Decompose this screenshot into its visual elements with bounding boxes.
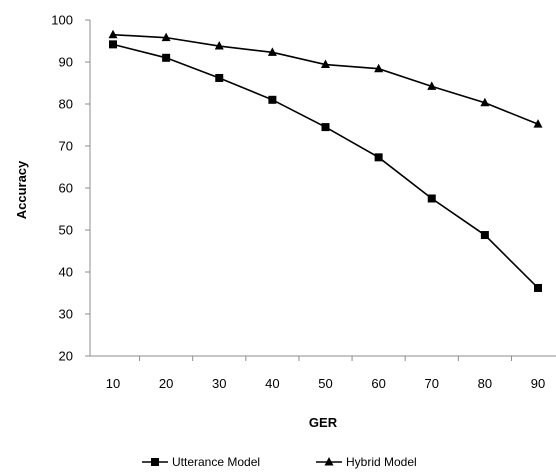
series-line <box>112 33 539 125</box>
x-tick-label: 50 <box>318 376 332 391</box>
data-point-triangle <box>321 59 330 69</box>
data-point-triangle <box>267 47 277 56</box>
data-point-triangle <box>161 32 171 42</box>
x-tick-label: 40 <box>265 376 279 391</box>
x-tick-label: 30 <box>212 376 226 391</box>
x-tick-label: 80 <box>478 376 492 391</box>
x-axis-title: GER <box>309 415 338 430</box>
y-tick-label: 80 <box>59 97 73 112</box>
x-tick-label: 10 <box>106 376 120 391</box>
data-point-triangle <box>374 63 384 73</box>
legend-entry: Utterance Model <box>142 455 260 469</box>
data-point-triangle <box>480 97 490 107</box>
data-point-square <box>215 73 224 82</box>
data-point-triangle <box>427 81 437 90</box>
data-point-square <box>374 153 383 162</box>
y-tick-label: 50 <box>59 223 73 238</box>
x-tick-label: 70 <box>425 376 439 391</box>
y-tick-label: 30 <box>59 307 73 322</box>
data-point-square <box>109 40 117 49</box>
x-axis-ticks: 10 20 30 40 50 60 70 80 90 <box>106 356 545 391</box>
series-utterance-model <box>109 40 542 292</box>
legend-entry: Hybrid Model <box>316 455 417 469</box>
x-tick-label: 20 <box>159 376 173 391</box>
data-point-square <box>151 458 159 466</box>
data-point-triangle <box>108 29 118 39</box>
series-line <box>112 43 539 289</box>
y-tick-label: 60 <box>59 181 73 196</box>
data-point-triangle <box>214 41 224 50</box>
data-point-square <box>534 283 542 292</box>
legend: Utterance Model Hybrid Model <box>142 455 417 469</box>
series-hybrid-model <box>108 29 543 128</box>
axes <box>89 20 556 357</box>
data-point-square <box>268 95 277 104</box>
data-point-square <box>427 194 436 203</box>
legend-label: Utterance Model <box>172 455 260 469</box>
y-axis-title: Accuracy <box>14 160 29 219</box>
data-point-triangle <box>533 119 543 128</box>
y-tick-label: 70 <box>59 139 73 154</box>
y-axis-ticks: 20 30 40 50 60 70 80 90 100 <box>51 13 90 364</box>
legend-label: Hybrid Model <box>346 455 417 469</box>
data-point-square <box>321 123 330 132</box>
series-layer <box>108 29 543 292</box>
y-tick-label: 90 <box>59 55 73 70</box>
x-tick-label: 60 <box>371 376 385 391</box>
y-tick-label: 20 <box>59 349 73 364</box>
data-point-square <box>480 231 489 240</box>
data-point-triangle <box>324 457 334 466</box>
data-point-square <box>162 53 171 62</box>
y-tick-label: 40 <box>59 265 73 280</box>
y-tick-label: 100 <box>51 13 73 28</box>
x-tick-label: 90 <box>531 376 545 391</box>
